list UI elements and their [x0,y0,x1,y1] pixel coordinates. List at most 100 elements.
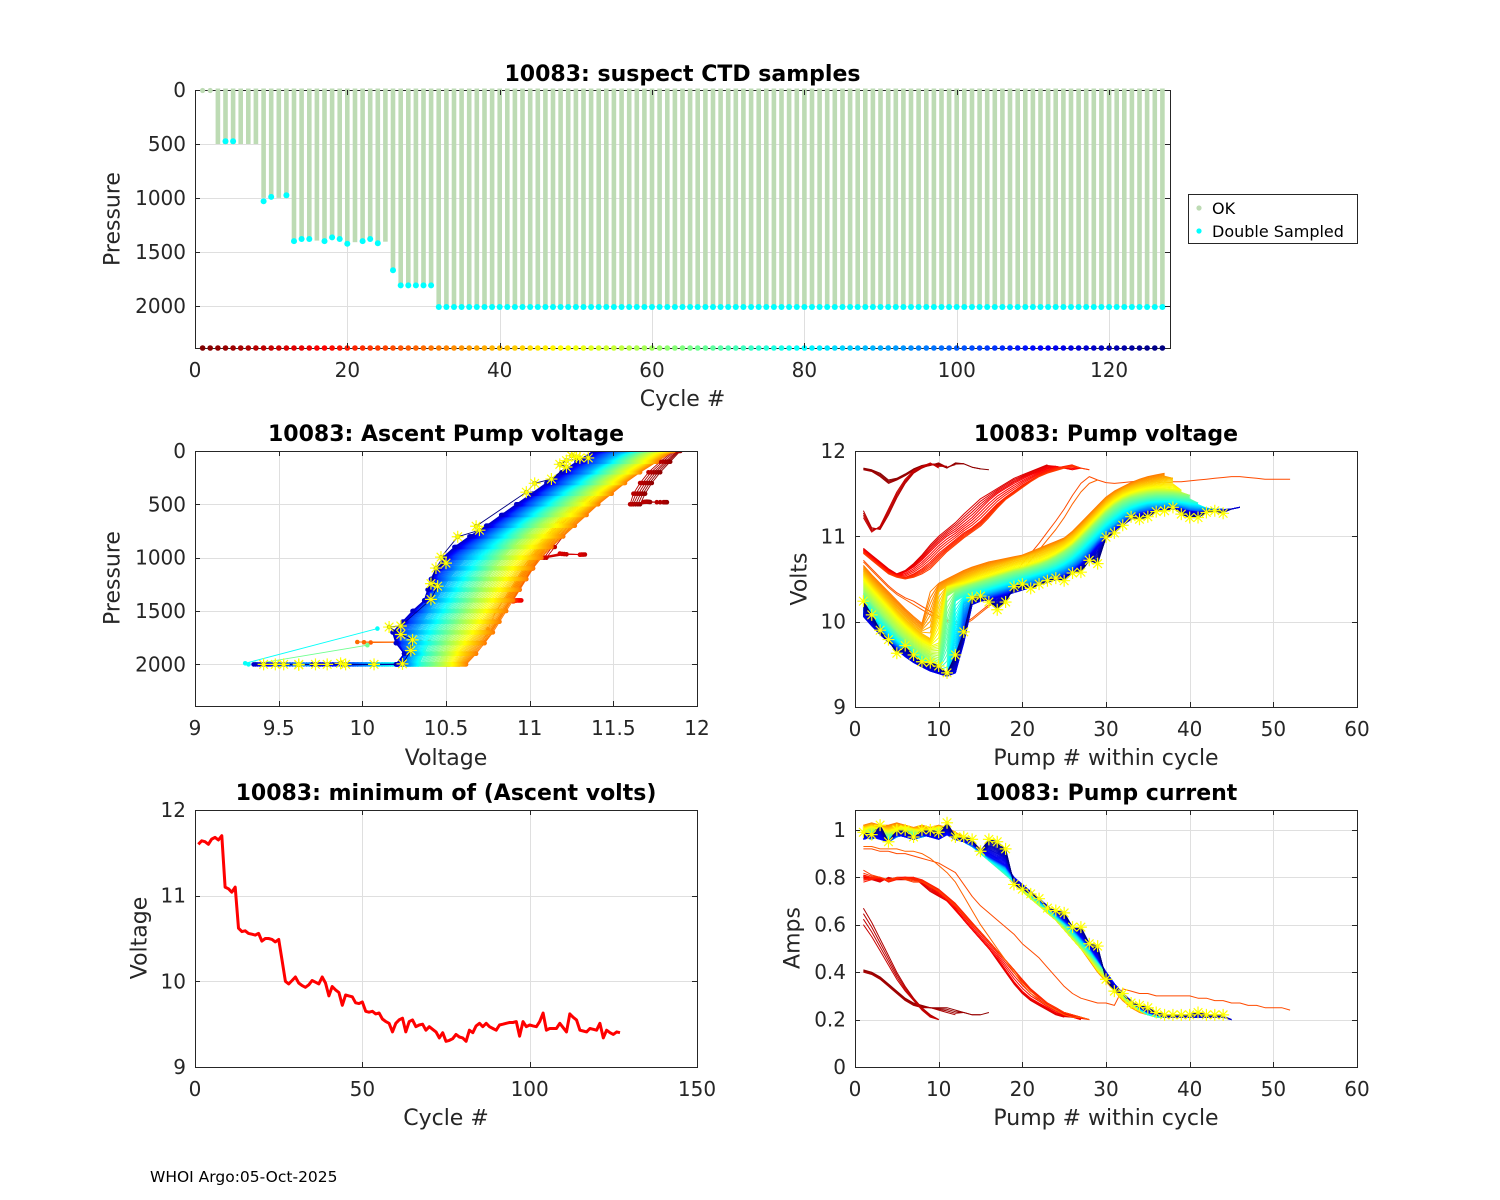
double-sampled-dot [435,304,442,310]
ok-samples-column [474,88,480,307]
ok-samples-column [870,88,876,307]
cycle-color-marker [824,345,830,351]
cycle-color-marker [314,345,320,351]
cycle-pump-line [863,482,1173,643]
cycle-color-marker [626,345,632,351]
double-sampled-dot [321,238,328,245]
ok-samples-column [398,88,403,286]
y-tick-label: 0.8 [814,865,846,889]
ok-samples-column [1023,88,1028,307]
latest-cycle-star-marker [431,580,444,593]
x-tick-label: 9.5 [263,716,295,740]
latest-cycle-star-marker [560,454,573,467]
x-tick-label: 120 [1090,358,1128,382]
x-axis-label: Cycle # [403,1106,489,1131]
cycle-color-marker [809,345,815,351]
double-sampled-dot [1136,304,1143,310]
cycle-color-marker [1144,345,1150,351]
latest-cycle-star-marker [865,828,878,841]
cycle-color-marker [900,345,907,351]
ok-samples-column [1114,88,1119,307]
cycle-color-marker [542,345,549,351]
double-sampled-dot [641,304,648,310]
latest-cycle-star-marker [1166,501,1179,514]
x-tick-label: 11 [517,716,542,740]
y-axis-label: Pressure [101,531,126,625]
x-tick-label: 60 [1344,1077,1369,1101]
latest-cycle-star-marker [520,486,533,499]
double-sampled-dot [283,192,290,199]
latest-cycle-star-marker [932,826,945,839]
cycle-color-marker [832,345,838,351]
double-sampled-dot [671,304,678,310]
cycle-color-marker [931,345,937,351]
cycle-color-marker [877,345,884,351]
double-sampled-dot [999,304,1006,310]
cycle-color-marker [961,345,968,351]
latest-cycle-star-marker [991,835,1004,848]
ok-samples-column [1053,88,1058,307]
cycle-color-marker [816,345,823,351]
profile-line [255,644,368,665]
cycle-pump-line [863,465,1090,580]
ok-samples-column [1007,88,1013,307]
cycle-color-marker [999,345,1006,351]
cycle-pump-line [863,486,1182,646]
ok-samples-column [756,88,761,307]
ok-samples-column [733,88,739,307]
chart-title: 10083: Pump current [975,781,1238,806]
ok-samples-column [718,88,723,307]
cycle-color-marker [291,345,297,351]
double-sampled-dot [511,304,518,310]
cycle-pump-line [862,918,939,1021]
ok-samples-column [390,88,396,271]
latest-cycle-star-marker [429,562,442,575]
profile-point [452,544,457,550]
ok-samples-column [535,88,541,307]
ticks: 0 20 40 60 80 100 120 0 500 1000 1500 2000 [135,78,1170,382]
cycle-color-marker [458,345,465,351]
cycle-color-marker [771,345,777,351]
cycle-color-marker [1098,345,1105,351]
latest-cycle-star-marker [1175,1008,1188,1021]
ok-samples-column [832,88,838,307]
latest-cycle-star-marker [368,658,381,671]
cycle-color-marker [329,345,335,351]
double-sampled-dot [1052,304,1059,310]
x-tick-label: 20 [1010,717,1035,741]
x-tick-label: 60 [1344,717,1369,741]
latest-cycle-star-marker [1116,987,1129,1000]
cycle-pump-line [863,846,1090,1021]
ok-samples-column [246,88,251,144]
latest-cycle-star-marker [1083,937,1096,950]
ok-samples-column [436,88,441,307]
ok-samples-column [619,88,624,307]
cycle-color-marker [984,345,990,351]
profile-point [641,499,646,505]
y-tick-label: 9 [173,1055,186,1079]
ok-samples-column [687,88,693,307]
cycle-color-marker [535,345,541,351]
cycle-color-marker [298,345,305,351]
double-sampled-dot [908,304,914,310]
ok-samples-column [802,88,807,307]
cycle-color-marker [969,345,975,351]
ok-samples-column [939,88,944,307]
x-tick-label: 0 [189,358,202,382]
ok-samples-column [946,88,952,307]
double-sampled-dot [610,304,617,310]
cycle-pump-line [863,462,956,484]
ok-samples-column [924,88,929,307]
ok-samples-column [779,88,784,307]
profile-point [514,502,519,507]
cycle-pump-line [862,907,939,1021]
profile-point [401,651,407,656]
double-sampled-dot [359,238,366,245]
cycle-color-marker [1037,345,1044,351]
latest-cycle-star-marker [1208,1008,1221,1021]
double-sampled-dot [291,238,297,245]
ok-samples-column [253,88,259,144]
ticks: 0 10 20 30 40 50 60 9 10 11 12 [821,439,1370,741]
double-sampled-dot [420,282,427,289]
